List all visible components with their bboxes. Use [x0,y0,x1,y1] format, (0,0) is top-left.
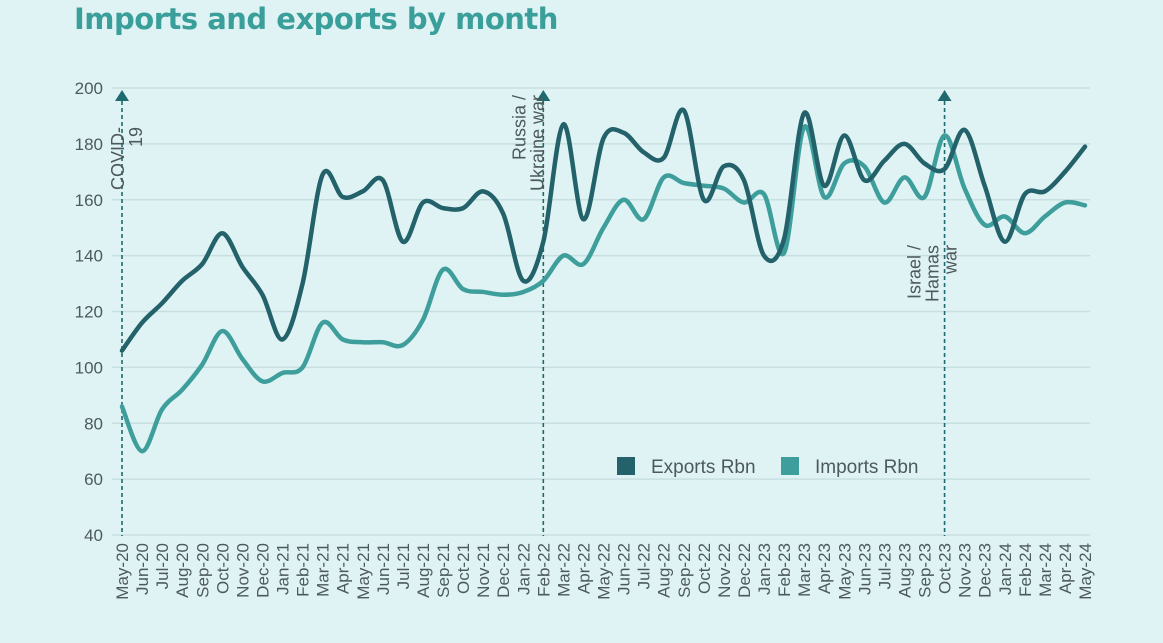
x-tick-label: Mar-22 [554,543,573,597]
x-tick-label: Dec-20 [253,543,272,598]
y-tick-label: 80 [84,414,103,433]
gridlines [112,87,1090,536]
legend-item: Imports Rbn [781,457,918,478]
x-tick-label: Mar-21 [314,543,333,597]
x-tick-label: Jul-23 [875,543,894,589]
legend-label: Exports Rbn [651,457,756,478]
y-tick-label: 160 [75,191,103,210]
x-tick-label: Mar-23 [795,543,814,597]
x-tick-label: Apr-22 [574,543,593,594]
x-tick-label: Jan-21 [274,543,293,595]
series-line-imports [119,124,1088,454]
legend-swatch [781,457,799,475]
event-annotation: Israel / [905,245,925,299]
x-tick-label: Sep-20 [193,543,212,598]
x-tick-label: Dec-21 [494,543,513,598]
event-annotation: war [941,245,961,275]
y-tick-label: 100 [75,358,103,377]
x-tick-label: Aug-20 [173,543,192,598]
legend-swatch [617,457,635,475]
x-tick-label: Oct-22 [695,543,714,594]
x-tick-label: Oct-23 [936,543,955,594]
y-tick-label: 200 [75,79,103,98]
x-tick-label: Nov-21 [474,543,493,598]
y-tick-label: 140 [75,247,103,266]
x-tick-label: May-20 [113,543,132,600]
x-tick-label: Jun-21 [374,543,393,595]
x-tick-label: Apr-21 [334,543,353,594]
x-tick-label: Aug-23 [895,543,914,598]
event-annotation: Hamas [923,245,943,302]
x-tick-label: Oct-21 [454,543,473,594]
legend-label: Imports Rbn [815,457,918,478]
x-tick-label: Sep-22 [675,543,694,598]
event-marker-arrow [115,90,129,101]
x-tick-label: May-22 [595,543,614,600]
x-tick-label: Jan-22 [514,543,533,595]
event-annotation: 19 [126,127,146,147]
x-tick-label: Feb-21 [294,543,313,597]
x-tick-label: Dec-23 [976,543,995,598]
x-tick-label: Nov-23 [956,543,975,598]
x-tick-label: Mar-24 [1036,543,1055,597]
x-tick-label: Feb-22 [534,543,553,597]
x-tick-label: Oct-20 [213,543,232,594]
x-tick-label: Feb-23 [775,543,794,597]
event-marker-arrow [937,90,952,101]
y-tick-label: 180 [75,135,103,154]
x-tick-label: May-21 [354,543,373,600]
x-tick-label: Jun-23 [855,543,874,595]
event-marker-arrow [536,90,551,101]
x-tick-label: Apr-23 [815,543,834,594]
event-annotation: Russia / [509,95,529,160]
event-annotation: Ukraine war [527,95,547,191]
chart-title: Imports and exports by month [74,2,558,36]
x-tick-label: Apr-24 [1056,543,1075,594]
x-tick-label: Jun-20 [133,543,152,595]
x-tick-label: Aug-22 [655,543,674,598]
x-tick-label: Jul-20 [153,543,172,589]
x-tick-label: May-23 [835,543,854,600]
y-tick-label: 120 [75,303,103,322]
x-tick-label: Jul-22 [635,543,654,589]
x-tick-label: Nov-20 [233,543,252,598]
x-tick-label: Jun-22 [615,543,634,595]
x-tick-label: Dec-22 [735,543,754,598]
x-tick-label: Nov-22 [715,543,734,598]
x-tick-label: May-24 [1076,543,1095,600]
legend-item: Exports Rbn [617,457,756,478]
x-tick-label: Jan-24 [996,543,1015,595]
x-tick-label: Feb-24 [1016,543,1035,597]
y-tick-label: 60 [84,470,103,489]
x-tick-label: Jul-21 [394,543,413,589]
x-tick-label: Aug-21 [414,543,433,598]
event-annotation: COVID- [108,127,128,190]
x-tick-label: Sep-21 [434,543,453,598]
y-tick-label: 40 [84,526,103,545]
series-line-exports [119,107,1088,353]
x-tick-label: Sep-23 [916,543,935,598]
x-tick-label: Jan-23 [755,543,774,595]
